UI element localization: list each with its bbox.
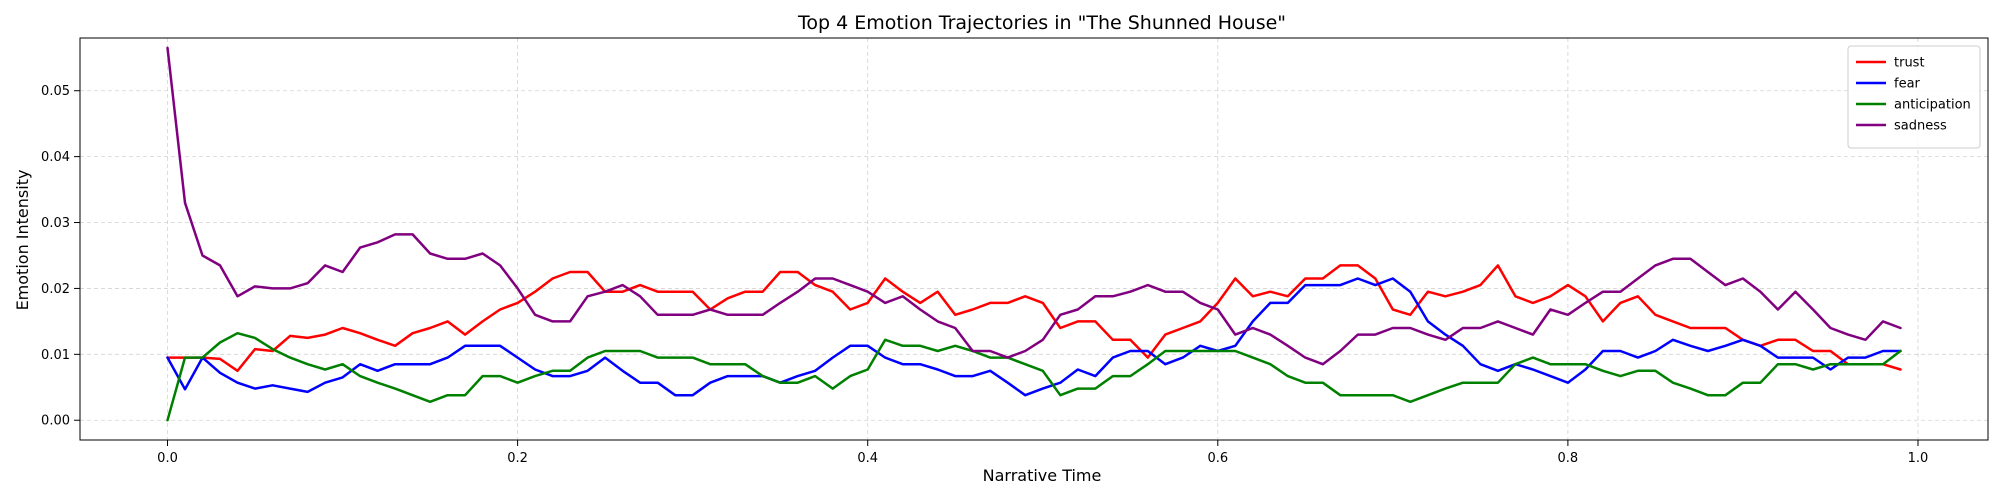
y-tick-label: 0.00 [41, 414, 70, 429]
series-line-trust [166, 264, 1902, 373]
x-axis-label: Narrative Time [983, 466, 1102, 485]
grid [80, 38, 1988, 440]
legend-label: anticipation [1894, 98, 1971, 113]
legend-label: fear [1894, 77, 1921, 92]
legend-label: trust [1894, 56, 1925, 71]
x-tick-label: 0.6 [1207, 451, 1228, 466]
y-tick-label: 0.05 [41, 84, 70, 99]
legend: trust fear anticipation sadness [1847, 45, 1981, 149]
y-axis-label: Emotion Intensity [13, 170, 32, 311]
series-line-anticipation [166, 331, 1902, 422]
axis-ticks: 0.0 0.2 0.4 0.6 0.8 1.0 0.00 0.01 0.02 0.03 0.04 0.… [41, 84, 1928, 466]
chart-title: Top 4 Emotion Trajectories in "The Shunn… [797, 12, 1286, 34]
x-tick-label: 1.0 [1908, 451, 1929, 466]
x-tick-label: 0.0 [157, 451, 178, 466]
y-tick-label: 0.02 [41, 282, 70, 297]
series-line-fear [166, 277, 1902, 397]
legend-box [1847, 45, 1981, 149]
plot-frame [79, 37, 1989, 441]
x-tick-label: 0.8 [1558, 451, 1579, 466]
x-tick-label: 0.4 [857, 451, 878, 466]
series-line-sadness [166, 46, 1902, 366]
legend-label: sadness [1894, 119, 1947, 134]
x-tick-label: 0.2 [507, 451, 528, 466]
y-tick-label: 0.04 [41, 150, 70, 165]
y-tick-label: 0.03 [41, 216, 70, 231]
y-tick-label: 0.01 [41, 348, 70, 363]
series-lines [166, 46, 1902, 422]
